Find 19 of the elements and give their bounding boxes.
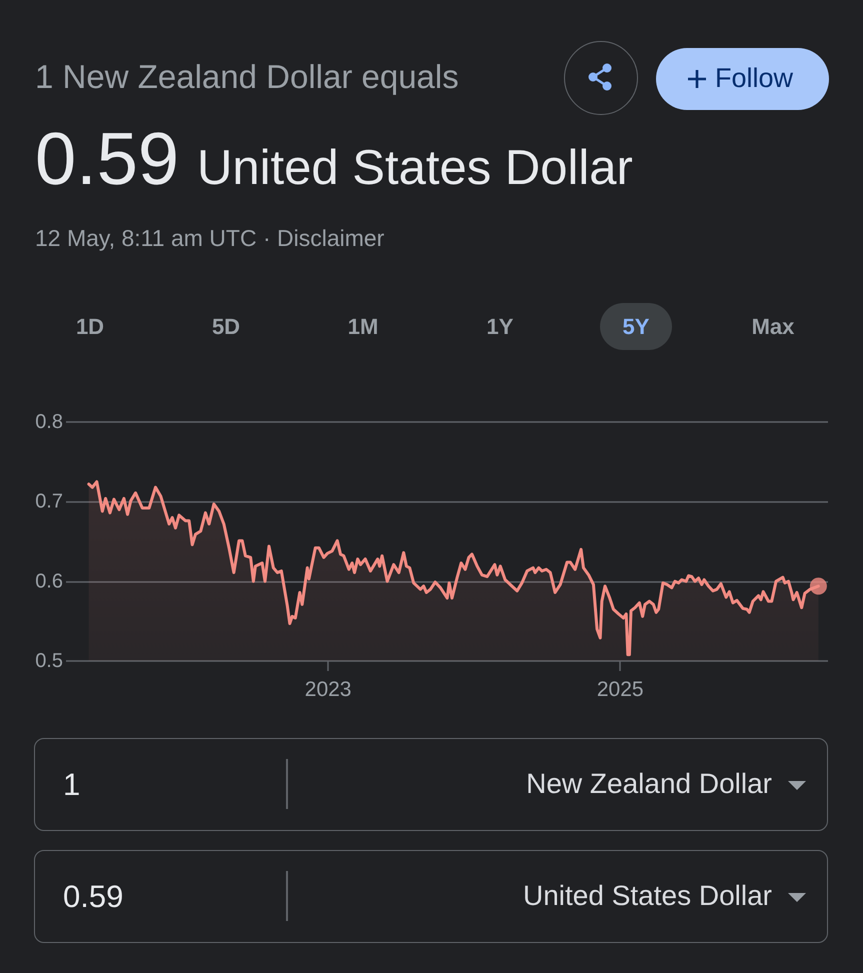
currency-field[interactable]: 1 New Zealand Dollar — [34, 738, 828, 831]
currency-field[interactable]: 0.59 United States Dollar — [34, 850, 828, 943]
text: Max — [752, 314, 794, 338]
selected-tab[interactable]: 5Y — [600, 303, 672, 350]
x-tick-label: 2025 — [596, 678, 644, 701]
text: 12 May, 8:11 am UTC · Disclaimer — [35, 225, 384, 251]
text: 1D — [76, 314, 104, 338]
text: 1M — [348, 314, 378, 338]
chart-subtitle: 1 New Zealand Dollar equals — [35, 58, 459, 95]
y-tick-label: 0.8 — [35, 411, 63, 433]
y-tick-label: 0.7 — [35, 490, 63, 513]
y-tick-label: 0.6 — [35, 570, 63, 592]
y-tick-label: 0.5 — [35, 650, 63, 672]
share-button[interactable] — [564, 41, 638, 115]
x-tick-label: 2023 — [304, 678, 352, 701]
text: 1Y — [486, 314, 514, 338]
text: 5D — [212, 314, 240, 338]
chart-title: 0.59 United States Dollar — [35, 117, 633, 200]
follow-button[interactable]: Follow — [656, 48, 829, 110]
